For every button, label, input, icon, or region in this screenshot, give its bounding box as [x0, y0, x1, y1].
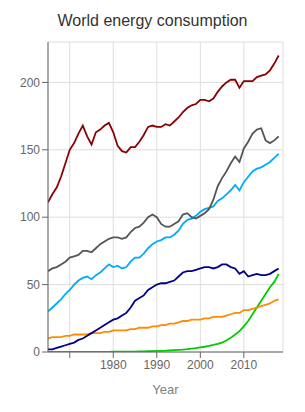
svg-text:150: 150: [20, 143, 40, 157]
svg-text:0: 0: [33, 345, 40, 359]
svg-text:1980: 1980: [100, 358, 127, 372]
svg-text:50: 50: [27, 278, 41, 292]
html-text:World energy consumption: World energy consumption: [57, 12, 248, 29]
svg-text:Year: Year: [152, 382, 179, 397]
svg-text:200: 200: [20, 76, 40, 90]
svg-text:100: 100: [20, 210, 40, 224]
svg-text:2000: 2000: [187, 358, 214, 372]
svg-text:1990: 1990: [143, 358, 170, 372]
svg-text:2010: 2010: [230, 358, 257, 372]
